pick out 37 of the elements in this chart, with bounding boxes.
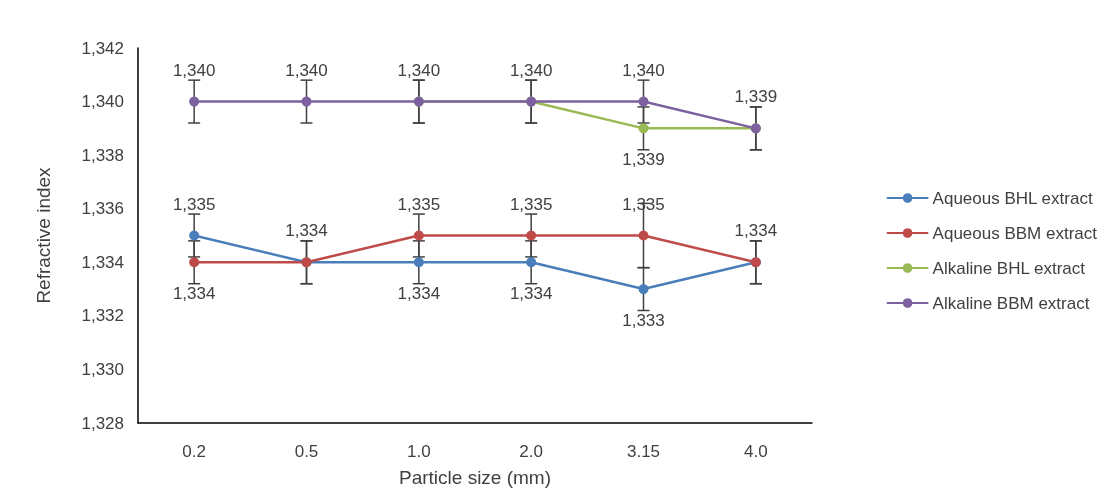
data-label: 1,335 — [397, 194, 441, 214]
data-label: 1,340 — [622, 60, 665, 80]
x-tick-label: 3.15 — [626, 442, 661, 461]
y-tick-label: 1,340 — [81, 92, 124, 112]
y-axis-title: Refractive index — [33, 166, 54, 304]
data-label: 1,340 — [397, 60, 441, 80]
data-label: 1,340 — [285, 60, 328, 80]
data-label: 1,340 — [509, 60, 553, 80]
data-label: 1,335 — [509, 194, 553, 214]
x-tick-label: 2.0 — [519, 442, 543, 461]
legend-label: Aqueous BHL extract — [932, 188, 1093, 208]
x-axis-title: Particle size (mm) — [398, 467, 552, 488]
y-tick-label: 1,336 — [81, 199, 124, 219]
y-tick-label: 1,334 — [81, 252, 124, 272]
y-tick-label: 1,342 — [81, 38, 124, 58]
data-label: 1,334 — [509, 284, 553, 304]
data-label: 1,340 — [172, 60, 216, 80]
data-label: 1,335 — [622, 194, 665, 214]
x-tick-label: 0.5 — [294, 442, 319, 461]
y-tick-label: 1,328 — [81, 413, 124, 433]
data-label: 1,334 — [397, 284, 441, 304]
data-label: 1,333 — [622, 311, 665, 331]
data-label: 1,335 — [172, 194, 216, 214]
y-tick-label: 1,332 — [81, 306, 124, 326]
data-label: 1,339 — [734, 87, 778, 107]
data-label: 1,334 — [285, 221, 328, 241]
data-label: 1,334 — [172, 284, 216, 304]
x-tick-label: 4.0 — [744, 442, 768, 461]
legend-label: Aqueous BBM extract — [932, 223, 1098, 243]
legend-label: Alkaline BBM extract — [932, 293, 1090, 313]
y-tick-label: 1,330 — [81, 359, 124, 379]
legend-label: Alkaline BHL extract — [932, 258, 1086, 278]
y-tick-label: 1,338 — [81, 145, 124, 165]
data-label: 1,334 — [734, 221, 778, 241]
data-label: 1,339 — [622, 150, 665, 170]
x-tick-label: 0.2 — [182, 442, 206, 461]
x-tick-label: 1.0 — [407, 442, 431, 461]
